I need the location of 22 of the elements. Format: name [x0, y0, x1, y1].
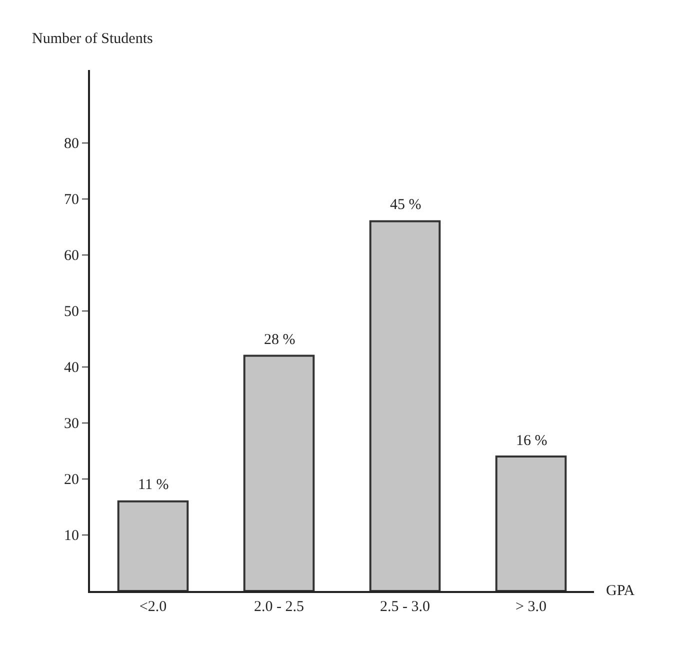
bar	[117, 500, 189, 591]
x-tick-label: 2.5 - 3.0	[380, 599, 430, 615]
bar	[369, 220, 441, 591]
annotation: 45 %	[390, 197, 422, 213]
annotation: 11 %	[138, 477, 169, 493]
x-axis-title: GPA	[606, 583, 635, 599]
y-tick-label: 40	[64, 360, 79, 376]
bar	[495, 456, 567, 591]
bar	[243, 354, 315, 591]
x-tick-label: <2.0	[139, 599, 167, 615]
annotation: 28 %	[264, 332, 296, 348]
x-tick-label: 2.0 - 2.5	[254, 599, 304, 615]
y-tick-label: 70	[64, 192, 79, 208]
y-tick-label: 80	[64, 136, 79, 152]
y-tick-label: 30	[64, 416, 79, 432]
x-tick-label: > 3.0	[516, 599, 546, 615]
y-tick-label: 60	[64, 248, 79, 264]
y-tick-label: 50	[64, 304, 79, 320]
y-tick-label: 10	[64, 528, 79, 544]
y-axis-title: Number of Students	[32, 31, 153, 47]
annotation: 16 %	[516, 433, 548, 449]
y-tick-label: 20	[64, 472, 79, 488]
